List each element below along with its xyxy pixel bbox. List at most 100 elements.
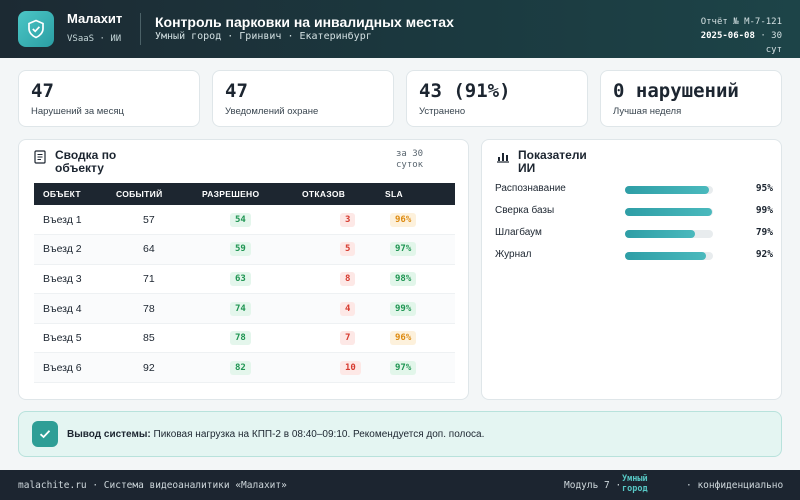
- cell-denied: 4: [340, 301, 356, 316]
- table-row: Въезд 1 57 54 3 96%: [34, 205, 455, 236]
- stat-card-violations: 47 Нарушений за месяц: [18, 70, 200, 127]
- col-object: ОБЪЕКТ: [43, 189, 81, 199]
- cell-object: Въезд 3: [34, 264, 116, 295]
- ai-panel: Показатели ИИ Распознавание 95% Сверка баз…: [481, 139, 782, 400]
- summary-title: Сводка по объекту: [55, 148, 117, 175]
- ai-metric-value: 95%: [755, 183, 773, 194]
- stat-value: 43 (91%): [419, 80, 511, 102]
- stat-card-notifications: 47 Уведомлений охране: [212, 70, 394, 127]
- ai-metric-bar: [625, 252, 706, 260]
- cell-denied: 8: [340, 271, 356, 286]
- footer: malachite.ru · Система видеоаналитики «М…: [0, 470, 800, 500]
- col-denied: ОТКАЗОВ: [302, 189, 346, 199]
- table-row: Въезд 4 78 74 4 99%: [34, 293, 455, 324]
- cell-allowed: 63: [230, 271, 251, 286]
- cell-denied: 5: [340, 242, 356, 257]
- conclusion-label: Вывод системы:: [67, 429, 151, 440]
- ai-metric-track: [625, 208, 713, 216]
- stat-label: Нарушений за месяц: [31, 106, 124, 117]
- report-period: · 30 сут: [760, 31, 782, 55]
- cell-events: 92: [116, 352, 202, 384]
- shield-check-icon: [28, 19, 44, 39]
- cell-object: Въезд 6: [34, 352, 116, 384]
- cell-denied: 10: [340, 360, 361, 375]
- cell-sla: 97%: [390, 360, 417, 375]
- report-number: Отчёт № M-7-121: [700, 17, 782, 27]
- ai-metric-label: Шлагбаум: [495, 227, 542, 238]
- ai-metric-bar: [625, 186, 709, 194]
- ai-metric-row: Шлагбаум 79%: [495, 227, 773, 241]
- cell-allowed: 74: [230, 301, 251, 316]
- ai-metric-row: Распознавание 95%: [495, 183, 773, 197]
- cell-denied: 3: [340, 212, 356, 227]
- chart-icon: [497, 153, 509, 163]
- table-header-row: ОБЪЕКТ СОБЫТИЙ РАЗРЕШЕНО ОТКАЗОВ SLA: [34, 183, 455, 205]
- cell-events: 57: [116, 205, 202, 236]
- summary-table-body: Въезд 1 57 54 3 96% Въезд 2 64 59 5 97% Въезд 3 71 6…: [34, 205, 455, 384]
- stat-value: 47: [31, 80, 54, 102]
- cell-object: Въезд 4: [34, 293, 116, 324]
- report-date-line: 2025-06-08 · 30 сут: [682, 29, 782, 57]
- cell-events: 78: [116, 293, 202, 324]
- col-events: СОБЫТИЙ: [116, 189, 163, 199]
- ai-metric-track: [625, 230, 713, 238]
- app-logo: [18, 11, 54, 47]
- table-row: Въезд 5 85 78 7 96%: [34, 323, 455, 354]
- conclusion-text: Вывод системы: Пиковая нагрузка на КПП-2…: [67, 428, 487, 441]
- cell-events: 64: [116, 234, 202, 265]
- stat-card-best-week: 0 нарушений Лучшая неделя: [600, 70, 782, 127]
- table-row: Въезд 6 92 82 10 97%: [34, 352, 455, 384]
- brand-name: Малахит: [67, 11, 123, 26]
- cell-denied: 7: [340, 331, 356, 346]
- footer-module: Модуль 7 ·: [564, 480, 622, 491]
- app-header: Малахит VSaaS · ИИ Контроль парковки на …: [0, 0, 800, 58]
- cell-allowed: 54: [230, 212, 251, 227]
- ai-metric-row: Журнал 92%: [495, 249, 773, 263]
- table-row: Въезд 2 64 59 5 97%: [34, 234, 455, 265]
- ai-metric-track: [625, 186, 713, 194]
- col-allowed: РАЗРЕШЕНО: [202, 189, 260, 199]
- cell-sla: 99%: [390, 301, 417, 316]
- footer-city: Умный город: [622, 474, 648, 494]
- footer-source: malachite.ru · Система видеоаналитики «М…: [18, 480, 287, 491]
- cell-sla: 97%: [390, 242, 417, 257]
- ai-title: Показатели ИИ: [518, 148, 587, 175]
- ai-metric-track: [625, 252, 713, 260]
- cell-object: Въезд 5: [34, 323, 116, 354]
- stat-value: 0 нарушений: [613, 80, 739, 102]
- system-conclusion: Вывод системы: Пиковая нагрузка на КПП-2…: [18, 411, 782, 457]
- ai-metric-label: Сверка базы: [495, 205, 555, 216]
- summary-period: за 30 суток: [396, 149, 424, 170]
- document-icon: [34, 150, 46, 164]
- cell-sla: 96%: [390, 212, 417, 227]
- cell-allowed: 78: [230, 331, 251, 346]
- page-title: Контроль парковки на инвалидных местах: [155, 14, 454, 30]
- stat-card-resolved: 43 (91%) Устранено: [406, 70, 588, 127]
- cell-object: Въезд 1: [34, 205, 116, 236]
- cell-allowed: 82: [230, 360, 251, 375]
- brand-tagline: VSaaS · ИИ: [67, 34, 122, 44]
- ai-metric-value: 99%: [755, 205, 773, 216]
- cell-events: 71: [116, 264, 202, 295]
- ai-metric-value: 92%: [755, 249, 773, 260]
- cell-sla: 98%: [390, 271, 417, 286]
- ai-metric-label: Журнал: [495, 249, 532, 260]
- cell-events: 85: [116, 323, 202, 354]
- report-info: Отчёт № M-7-121 2025-06-08 · 30 сут: [682, 15, 782, 57]
- cell-allowed: 59: [230, 242, 251, 257]
- ai-metric-bar: [625, 230, 695, 238]
- stat-label: Устранено: [419, 106, 466, 117]
- summary-panel: Сводка по объекту за 30 суток ОБЪЕКТ СОБ…: [18, 139, 469, 400]
- page-subtitle: Умный город · Гринвич · Екатеринбург: [155, 31, 372, 42]
- stat-label: Уведомлений охране: [225, 106, 319, 117]
- ai-metric-value: 79%: [755, 227, 773, 238]
- check-icon: [32, 421, 58, 447]
- conclusion-message: Пиковая нагрузка на КПП-2 в 08:40–09:10.…: [153, 429, 485, 440]
- cell-sla: 96%: [390, 331, 417, 346]
- col-sla: SLA: [385, 189, 403, 199]
- stat-value: 47: [225, 80, 248, 102]
- table-row: Въезд 3 71 63 8 98%: [34, 264, 455, 295]
- ai-metric-bar: [625, 208, 713, 216]
- stat-label: Лучшая неделя: [613, 106, 682, 117]
- ai-metric-row: Сверка базы 99%: [495, 205, 773, 219]
